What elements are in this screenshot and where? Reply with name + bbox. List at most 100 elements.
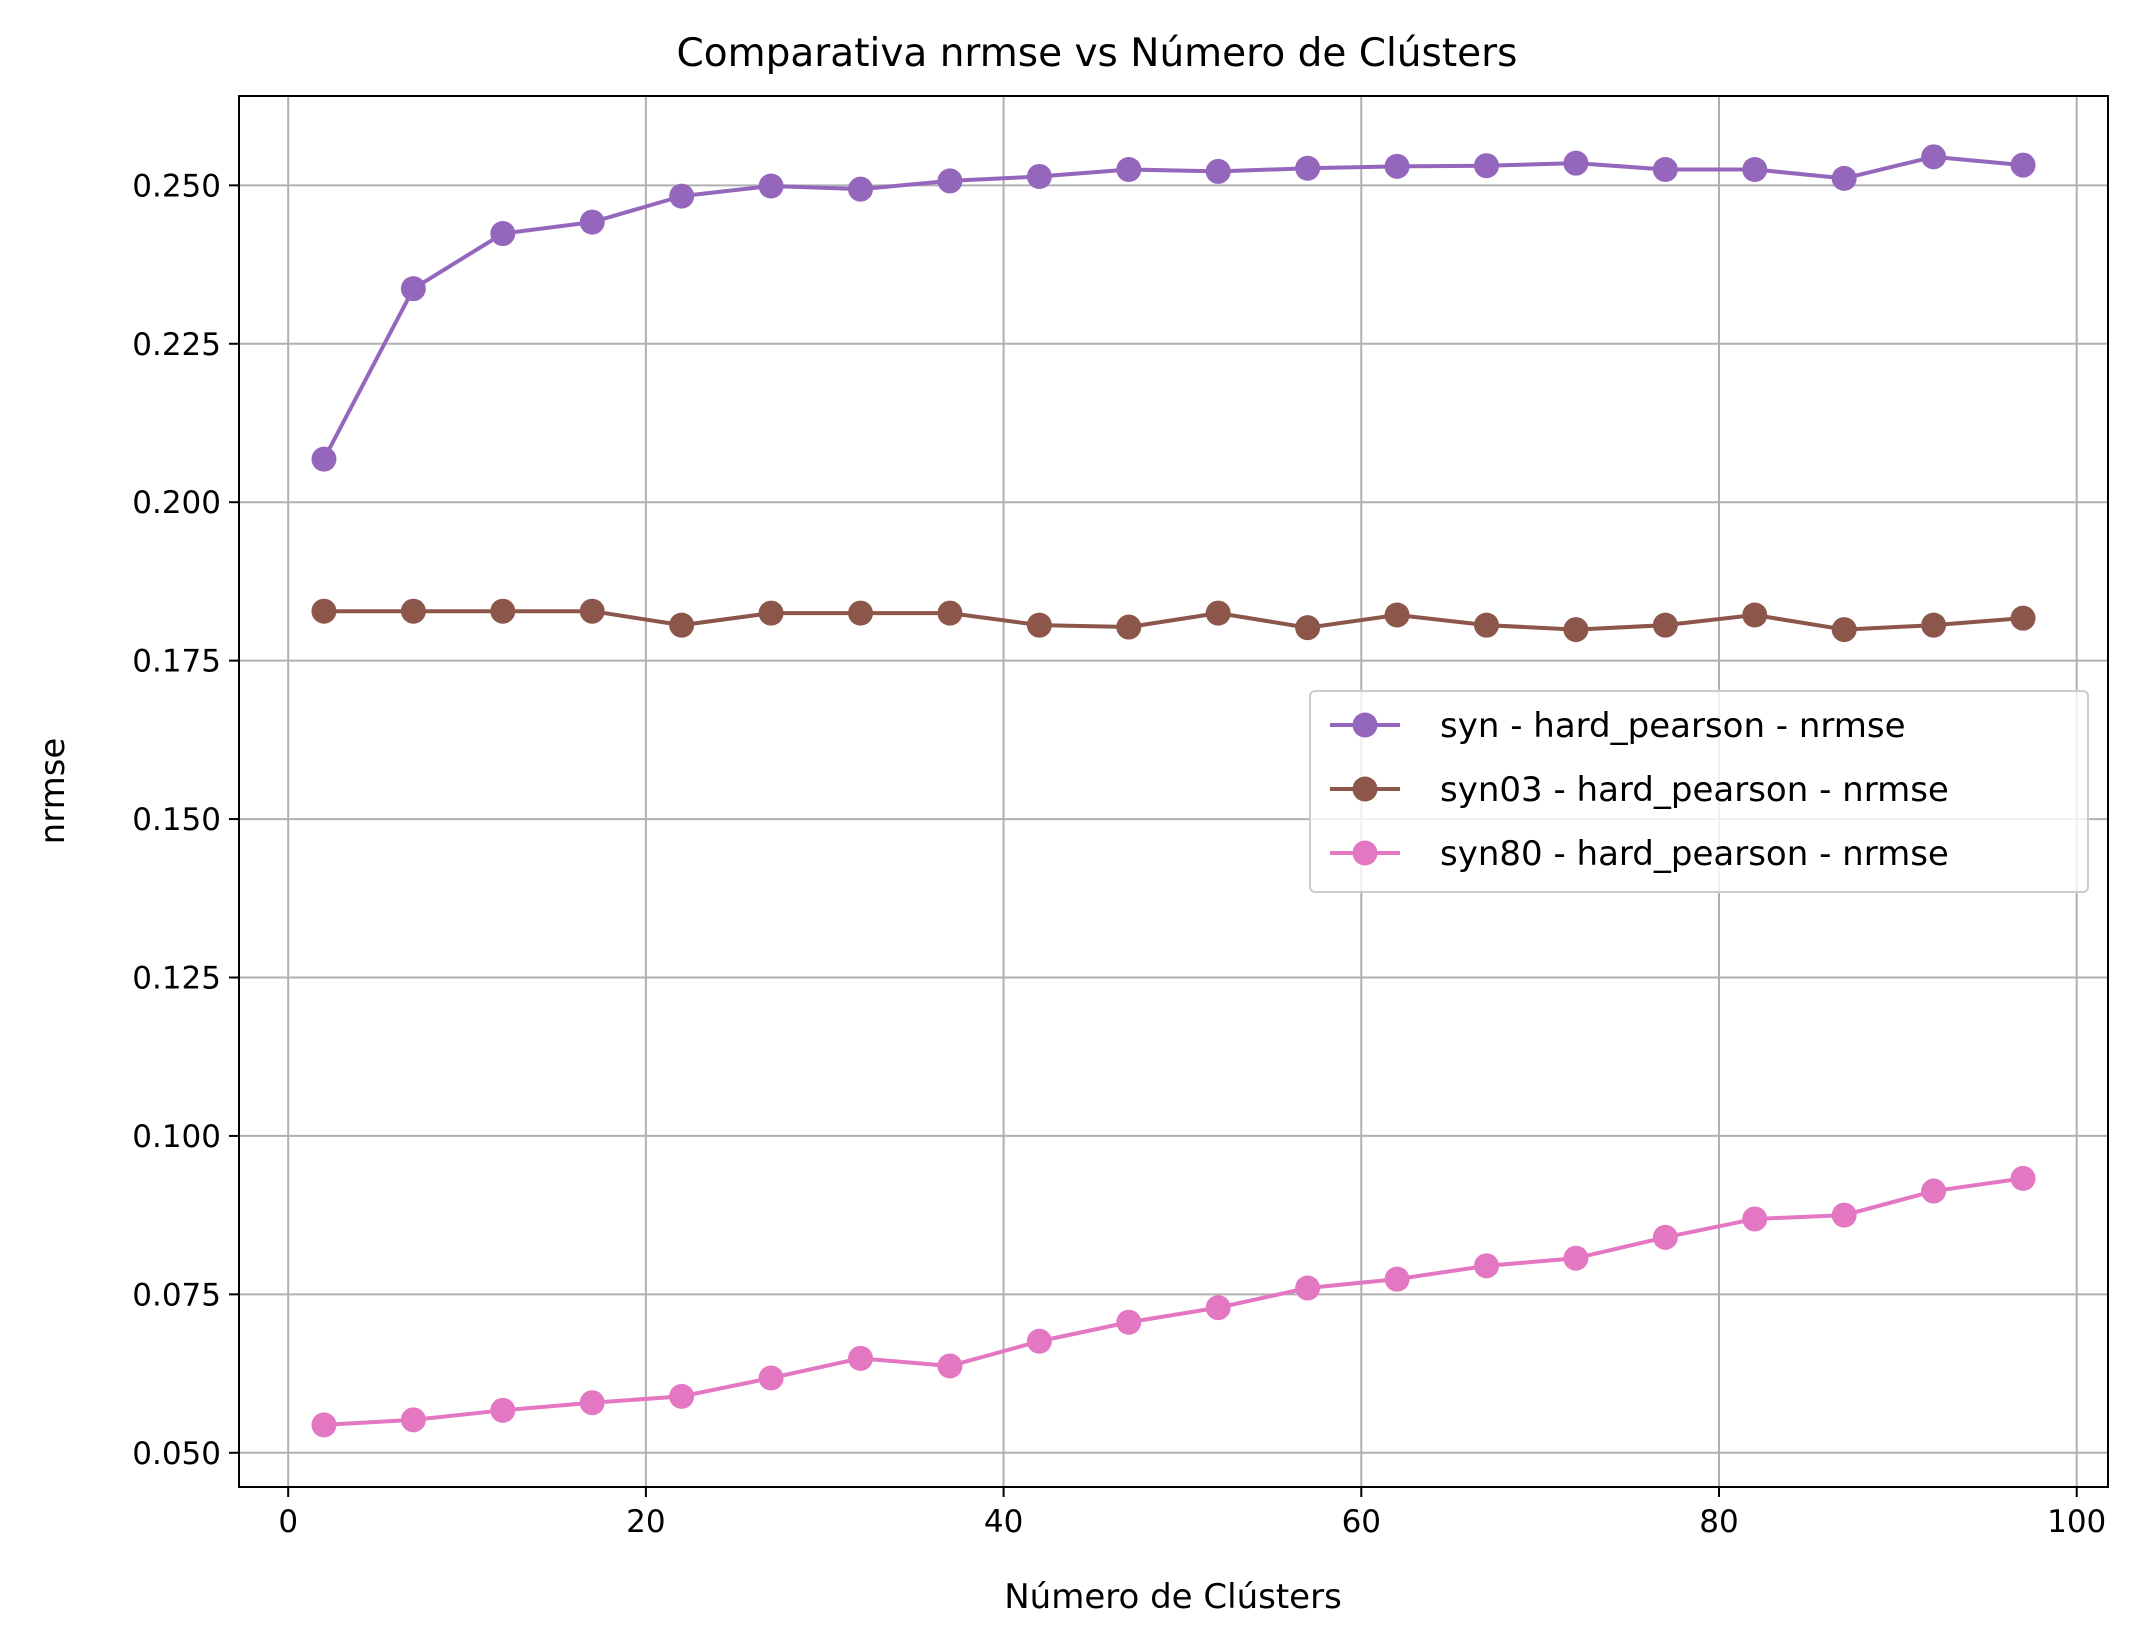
legend-marker [1352, 776, 1378, 802]
series-line [322, 154, 2024, 461]
series-1 [311, 144, 2036, 472]
chart-title: Comparativa nrmse vs Número de Clústers [677, 31, 1518, 76]
legend-label: syn03 - hard_pearson - nrmse [1440, 770, 1949, 810]
data-point [579, 1390, 605, 1416]
data-point [1295, 155, 1321, 181]
data-point [1473, 612, 1499, 638]
data-point [490, 221, 516, 247]
data-point [1831, 165, 1857, 191]
legend-box [1309, 690, 2089, 893]
data-point [400, 1407, 426, 1433]
data-point [1742, 1206, 1768, 1232]
y-tick-label: 0.050 [132, 1436, 221, 1472]
x-tick-label: 80 [1699, 1504, 1738, 1540]
data-point [1742, 602, 1768, 628]
data-point [311, 1412, 337, 1438]
y-tick-label: 0.250 [132, 168, 221, 204]
y-tick-label: 0.075 [132, 1277, 221, 1313]
data-point [669, 183, 695, 209]
series-layer [311, 144, 2036, 1438]
data-point [1384, 602, 1410, 628]
data-point [758, 600, 784, 626]
legend-label: syn - hard_pearson - nrmse [1440, 706, 1906, 746]
data-point [490, 1397, 516, 1423]
data-point [400, 598, 426, 624]
legend-item-3: syn80 - hard_pearson - nrmse [1330, 834, 1949, 874]
data-point [1831, 617, 1857, 643]
y-axis: 0.050 0.075 0.100 0.125 0.150 0.175 0.200 0.225… [132, 168, 239, 1472]
data-point [1742, 157, 1768, 183]
data-point [1116, 1309, 1142, 1335]
data-point [2010, 605, 2036, 631]
data-point [490, 598, 516, 624]
x-tick-label: 20 [626, 1504, 665, 1540]
legend-label: syn80 - hard_pearson - nrmse [1440, 834, 1949, 874]
legend-marker [1352, 840, 1378, 866]
data-point [1295, 615, 1321, 641]
legend-item-1: syn - hard_pearson - nrmse [1330, 706, 1906, 746]
data-point [937, 600, 963, 626]
data-point [1473, 1253, 1499, 1279]
y-axis-label: nrmse [33, 738, 73, 845]
data-point [311, 446, 337, 472]
x-axis-label: Número de Clústers [1004, 1577, 1342, 1617]
series-3 [311, 1165, 2036, 1438]
data-point [1563, 1245, 1589, 1271]
data-point [2010, 152, 2036, 178]
x-tick-label: 40 [984, 1504, 1023, 1540]
data-point [669, 612, 695, 638]
data-point [758, 1365, 784, 1391]
x-tick-label: 100 [2047, 1504, 2106, 1540]
data-point [400, 276, 426, 302]
data-point [1473, 153, 1499, 179]
y-tick-label: 0.125 [132, 960, 221, 996]
series-line [323, 1176, 2024, 1427]
x-tick-label: 0 [278, 1504, 298, 1540]
data-point [848, 600, 874, 626]
data-point [579, 209, 605, 235]
data-point [1205, 158, 1231, 184]
data-point [1026, 612, 1052, 638]
data-point [1116, 614, 1142, 640]
data-point [1026, 163, 1052, 189]
data-point [1205, 600, 1231, 626]
data-point [1921, 1178, 1947, 1204]
data-point [1563, 150, 1589, 176]
y-tick-label: 0.150 [132, 802, 221, 838]
y-tick-label: 0.100 [132, 1119, 221, 1155]
data-point [579, 598, 605, 624]
data-point [848, 1345, 874, 1371]
legend-item-2: syn03 - hard_pearson - nrmse [1330, 770, 1949, 810]
data-point [1652, 1224, 1678, 1250]
data-point [937, 168, 963, 194]
data-point [1295, 1275, 1321, 1301]
data-point [1921, 144, 1947, 170]
data-point [1831, 1202, 1857, 1228]
data-point [2010, 1165, 2036, 1191]
plot-area-frame [238, 95, 2109, 1488]
data-point [1652, 612, 1678, 638]
data-point [1384, 153, 1410, 179]
y-tick-label: 0.175 [132, 644, 221, 680]
y-tick-label: 0.200 [132, 485, 221, 521]
x-tick-label: 60 [1342, 1504, 1381, 1540]
data-point [1116, 157, 1142, 183]
data-point [1652, 157, 1678, 183]
data-point [1921, 612, 1947, 638]
data-point [758, 173, 784, 199]
series-line [323, 609, 2024, 632]
x-axis: 0 20 40 60 80 100 [278, 1487, 2106, 1540]
data-point [1384, 1266, 1410, 1292]
legend: syn - hard_pearson - nrmse syn03 - hard_p… [1309, 690, 2089, 893]
y-tick-label: 0.225 [132, 327, 221, 363]
data-point [669, 1383, 695, 1409]
series-2 [311, 598, 2036, 643]
data-point [937, 1353, 963, 1379]
data-point [848, 176, 874, 202]
data-point [1026, 1328, 1052, 1354]
data-point [311, 598, 337, 624]
legend-marker [1352, 712, 1378, 738]
data-point [1205, 1295, 1231, 1321]
data-point [1563, 617, 1589, 643]
